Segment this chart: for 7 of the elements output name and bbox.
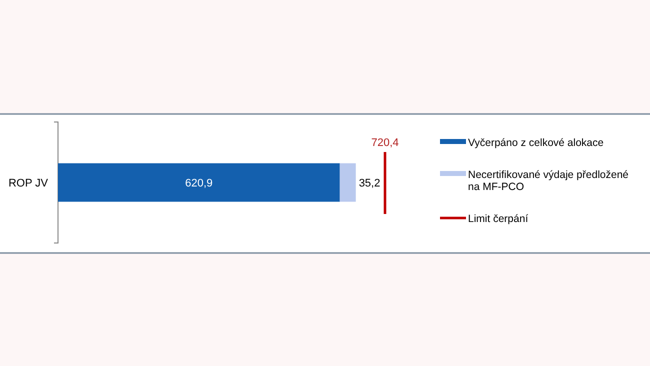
legend-label: Vyčerpáno z celkové alokace	[468, 137, 604, 149]
data-label: 35,2	[358, 178, 380, 190]
data-label: 620,9	[185, 178, 213, 190]
y-tick-label: ROP JV	[8, 178, 49, 190]
ref-line-label: 720,4	[371, 137, 399, 149]
text: Limit čerpání	[468, 213, 528, 225]
legend-label: Necertifikované výdaje předložené na MF-PCO	[468, 169, 629, 193]
